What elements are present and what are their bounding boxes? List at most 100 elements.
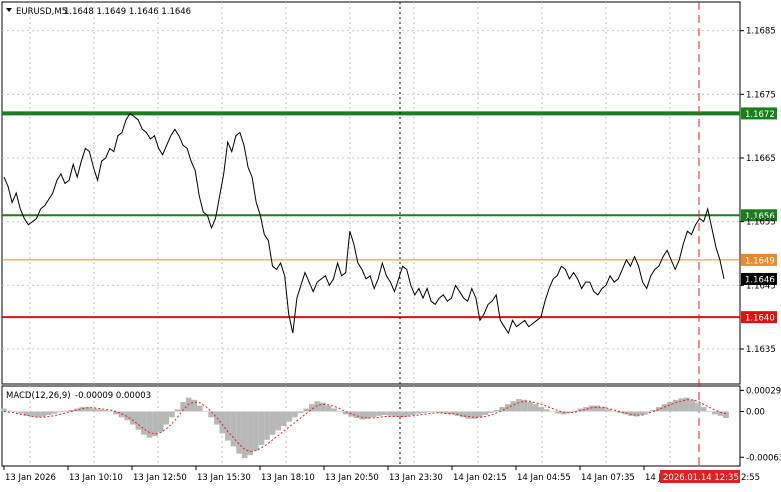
macd-histogram-bar — [40, 411, 46, 417]
main-chart-frame — [1, 1, 741, 385]
price-axis[interactable]: 1.1672 1.1656 1.1649 1.1646 1.1640 1.1685 1.16… — [740, 27, 777, 355]
price-tick-label: 1.1665 — [746, 154, 776, 164]
time-tick-label: 2:55 — [741, 473, 760, 483]
time-tick-label: 14 Jan 07:35 — [581, 473, 635, 483]
macd-histogram-bar — [717, 411, 724, 416]
macd-histogram-bar — [107, 411, 114, 412]
macd-header: MACD(12,26,9) -0.00009 0.00003 — [6, 391, 151, 401]
price-series — [3, 112, 725, 335]
macd-histogram-bar — [488, 411, 494, 413]
macd-axis[interactable]: 0.00029 0.00 -0.00063 — [740, 386, 781, 463]
macd-histogram-bar — [723, 411, 729, 418]
price-level-tag[interactable]: 1.1656 — [741, 209, 777, 222]
macd-histogram-bar — [600, 407, 606, 412]
macd-histogram-bar — [141, 411, 147, 435]
price-tick-label: 1.1635 — [746, 345, 776, 355]
macd-histogram-bar — [432, 411, 438, 413]
macd-histogram-bar — [560, 411, 567, 415]
macd-histogram-bar — [292, 411, 298, 418]
macd-histogram-bar — [706, 411, 713, 412]
macd-histogram-bar — [661, 404, 668, 412]
macd-histogram-bar — [73, 408, 80, 412]
macd-histogram-bar — [129, 411, 136, 425]
macd-histogram-bar — [29, 411, 35, 417]
macd-histogram-bar — [247, 411, 254, 456]
macd-histogram-bar — [471, 411, 477, 419]
macd-histogram-bar — [622, 411, 629, 415]
macd-tick-label: 0.00029 — [746, 386, 781, 396]
price-level-tag[interactable]: 1.1672 — [741, 107, 777, 120]
macd-histogram-bar — [68, 410, 74, 412]
macd-histogram-bar — [331, 408, 338, 412]
triangle-down-icon[interactable] — [6, 8, 12, 12]
price-level-tag-text: 1.1649 — [745, 256, 775, 266]
macd-histogram-bar — [605, 409, 612, 412]
macd-histogram-bar — [180, 402, 186, 412]
macd-series — [1, 397, 729, 458]
time-tick-label: 14 J — [645, 473, 661, 483]
macd-histogram-bar — [213, 411, 220, 425]
macd-histogram-bar — [532, 404, 539, 412]
macd-histogram-bar — [572, 410, 578, 412]
macd-histogram-bar — [157, 411, 164, 432]
price-level-tag-bg — [741, 107, 777, 120]
time-axis[interactable]: 13 Jan 2026 13 Jan 10:10 13 Jan 12:50 13 Ja… — [3, 466, 760, 483]
macd-histogram-bar — [611, 411, 617, 412]
macd-histogram-bar — [577, 408, 584, 412]
macd-histogram-bar — [387, 411, 393, 416]
macd-histogram-bar — [426, 411, 433, 413]
macd-histogram-bar — [90, 408, 97, 412]
macd-histogram-bar — [650, 410, 657, 412]
macd-histogram-bar — [135, 411, 142, 430]
macd-histogram-bar — [208, 411, 214, 418]
macd-histogram-bar — [359, 411, 366, 420]
macd-histogram-bar — [437, 411, 444, 413]
macd-histogram-bar — [163, 411, 170, 425]
macd-histogram-bar — [281, 411, 287, 426]
ohlc-values: 1.1648 1.1649 1.1646 1.1646 — [64, 7, 191, 17]
macd-histogram-bar — [465, 411, 472, 419]
price-tick-label: 1.1645 — [746, 281, 776, 291]
macd-histogram-bar — [253, 411, 259, 451]
macd-histogram-bar — [297, 411, 304, 413]
price-level-tag-bg — [741, 311, 777, 324]
macd-signal-line — [3, 399, 727, 453]
macd-histogram-bar — [364, 411, 371, 419]
price-level-tag-text: 1.1646 — [745, 275, 775, 285]
macd-histogram-bar — [695, 402, 701, 412]
macd-histogram-bar — [392, 411, 399, 417]
macd-histogram-bar — [398, 411, 405, 418]
macd-histogram-bar — [230, 411, 237, 447]
macd-histogram-bar — [12, 411, 18, 413]
price-tick-label: 1.1655 — [746, 218, 776, 228]
price-level-tag[interactable]: 1.1640 — [741, 311, 777, 324]
macd-histogram-bar — [521, 399, 528, 412]
price-level-tag[interactable]: 1.1649 — [741, 253, 777, 267]
macd-histogram-bar — [23, 411, 30, 416]
macd-histogram-bar — [415, 411, 421, 414]
macd-histogram-bar — [566, 411, 573, 413]
price-level-tag[interactable]: 1.1646 — [741, 272, 777, 286]
macd-histogram-bar — [689, 399, 696, 412]
macd-histogram-bar — [482, 411, 489, 416]
macd-histogram-bar — [678, 398, 685, 412]
time-tick-label: 13 Jan 18:10 — [261, 473, 315, 483]
macd-histogram-bar — [633, 411, 640, 417]
macd-histogram-bar — [258, 411, 265, 445]
current-time-tag-bg — [660, 470, 740, 483]
chart-header: EURUSD,M5 1.1648 1.1649 1.1646 1.1646 — [6, 7, 191, 17]
macd-histogram-bar — [443, 411, 449, 414]
macd-histogram-bar — [45, 411, 52, 416]
macd-histogram-bar — [376, 411, 382, 416]
macd-histogram-bar — [124, 411, 130, 421]
macd-histogram-bar — [544, 409, 550, 412]
macd-histogram-bar — [152, 411, 158, 437]
macd-histogram-bar — [499, 407, 505, 412]
macd-histogram-bar — [656, 407, 662, 412]
macd-values: -0.00009 0.00003 — [75, 391, 151, 401]
macd-histogram-bar — [96, 409, 102, 412]
macd-histogram-bar — [460, 411, 466, 418]
macd-histogram-bar — [700, 407, 707, 412]
